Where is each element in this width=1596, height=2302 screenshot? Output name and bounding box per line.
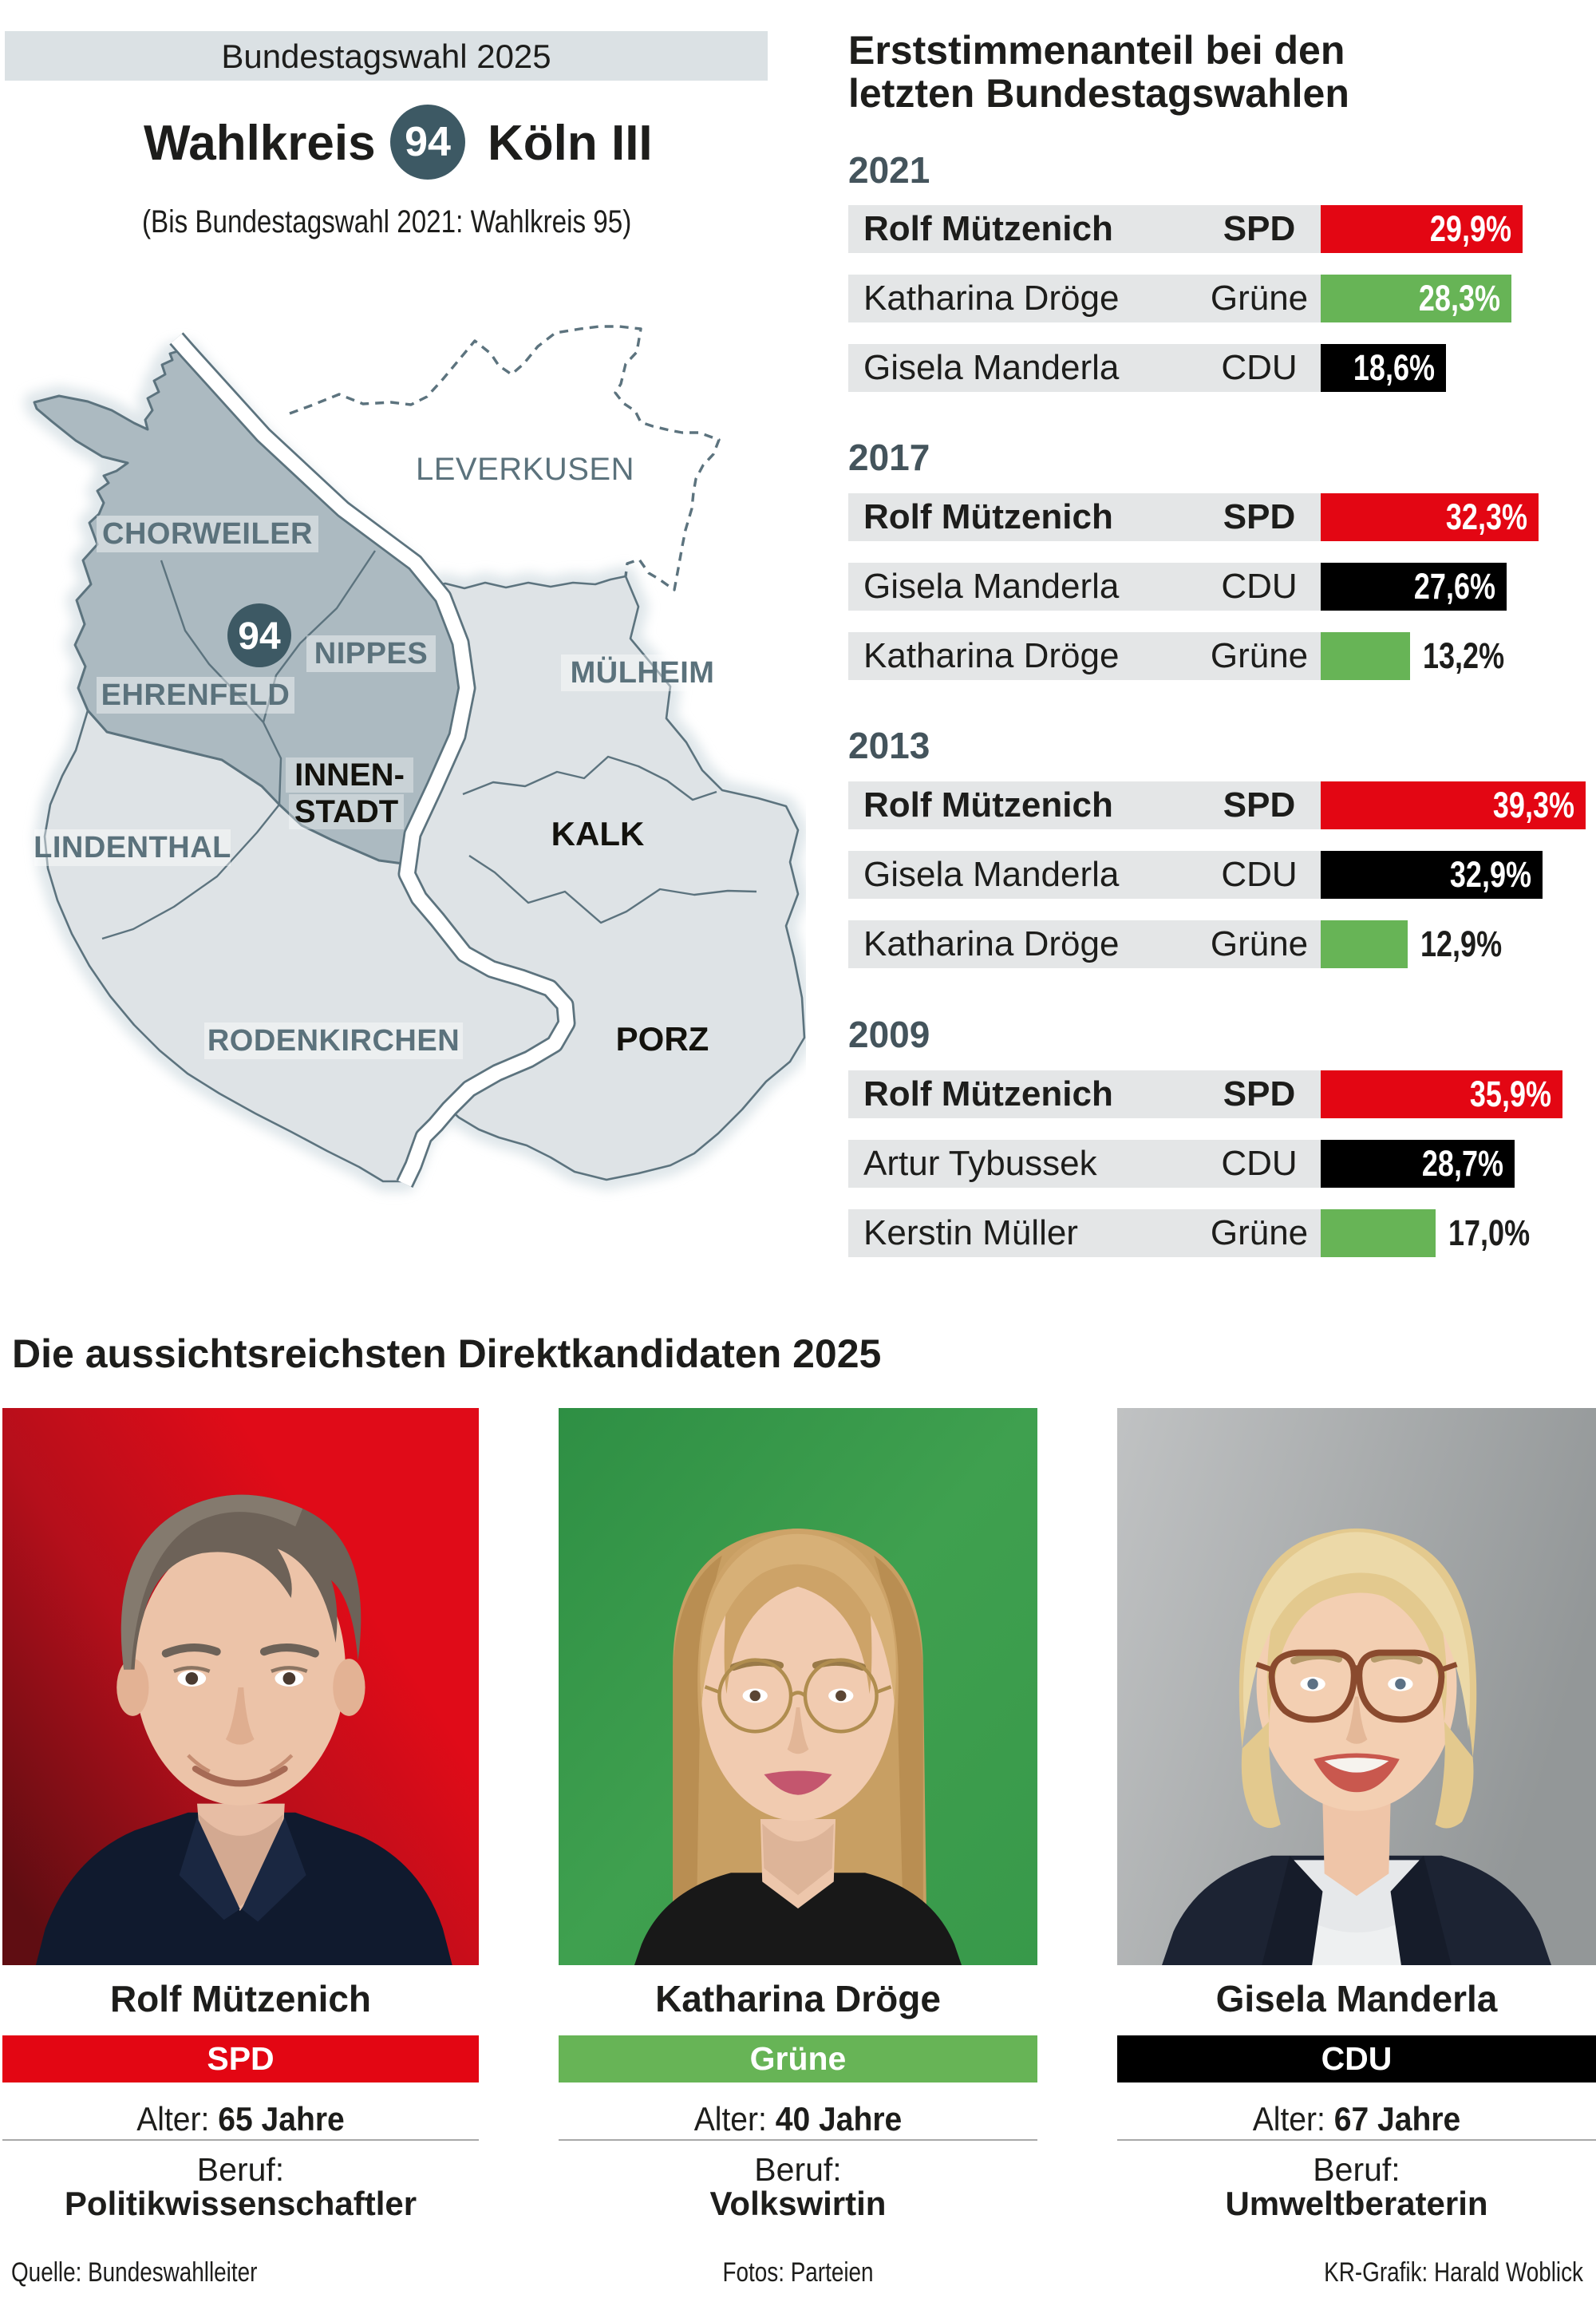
svg-text:EHRENFELD: EHRENFELD — [101, 678, 290, 712]
svg-text:INNEN-: INNEN- — [294, 757, 405, 793]
svg-text:PORZ: PORZ — [616, 1020, 709, 1058]
svg-text:CHORWEILER: CHORWEILER — [102, 517, 313, 551]
svg-text:LEVERKUSEN: LEVERKUSEN — [416, 452, 634, 487]
svg-text:RODENKIRCHEN: RODENKIRCHEN — [207, 1024, 460, 1058]
svg-text:MÜLHEIM: MÜLHEIM — [571, 655, 715, 690]
svg-text:STADT: STADT — [294, 794, 398, 829]
svg-text:94: 94 — [238, 615, 281, 658]
svg-text:KALK: KALK — [551, 815, 645, 852]
svg-text:NIPPES: NIPPES — [314, 637, 428, 670]
svg-text:LINDENTHAL: LINDENTHAL — [34, 831, 231, 864]
